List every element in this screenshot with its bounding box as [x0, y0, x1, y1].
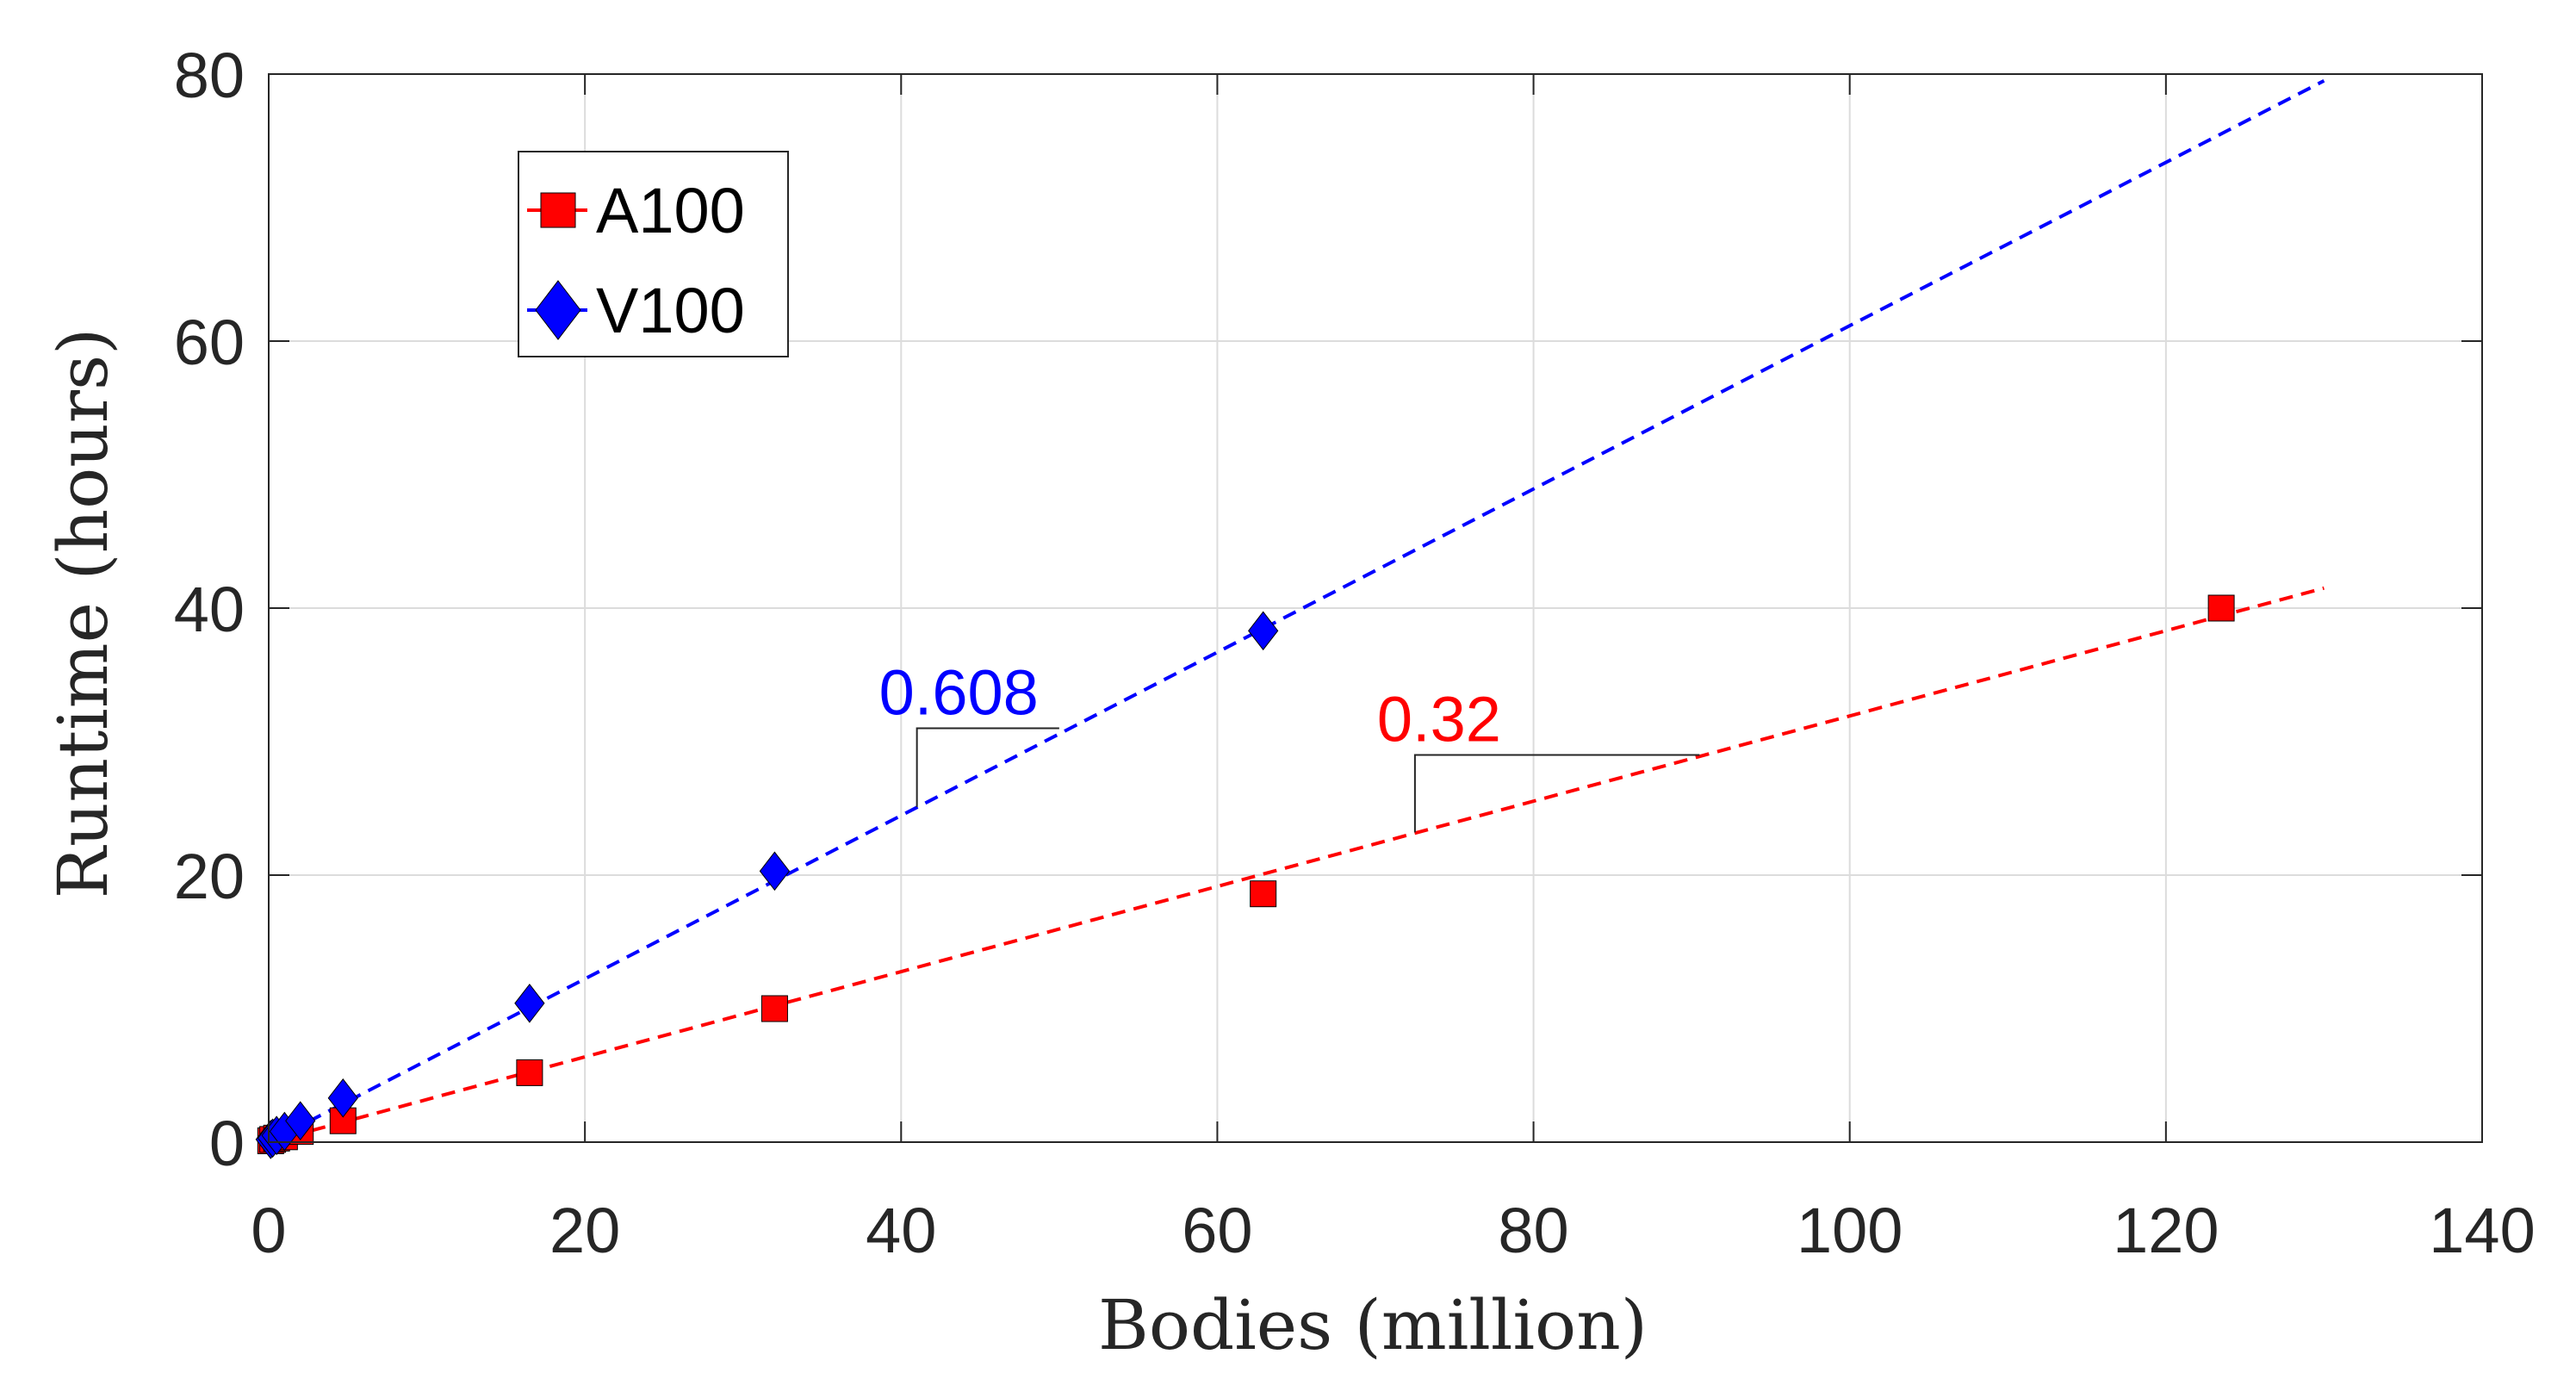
- legend-marker-v100: [535, 280, 581, 340]
- legend-label-a100: A100: [596, 175, 745, 246]
- point-a100: [1250, 880, 1277, 908]
- y-tick-label: 80: [174, 40, 245, 111]
- x-tick-label: 100: [1797, 1195, 1903, 1266]
- legend-label-v100: V100: [596, 275, 745, 346]
- axes-frame: [268, 73, 2483, 1143]
- slope-annotations: 0.32 0.608: [879, 657, 1700, 833]
- slope-triangle-v100: [916, 727, 1059, 807]
- fit-line-a100: [268, 586, 2325, 1144]
- point-a100: [516, 1059, 543, 1086]
- y-tick-label: 0: [209, 1108, 245, 1179]
- slope-label-a100: 0.32: [1377, 684, 1501, 755]
- y-tick-label: 20: [174, 841, 245, 912]
- point-v100: [759, 851, 791, 891]
- grid: [269, 74, 2482, 1142]
- x-tick-label: 120: [2113, 1195, 2219, 1266]
- x-tick-label: 40: [866, 1195, 936, 1266]
- slope-label-v100: 0.608: [879, 657, 1039, 729]
- point-v100: [285, 1101, 316, 1141]
- x-tick-label: 140: [2429, 1195, 2535, 1266]
- x-tick-label: 80: [1498, 1195, 1568, 1266]
- slope-triangle-a100: [1413, 754, 1700, 833]
- point-a100: [760, 995, 788, 1022]
- point-v100: [1248, 611, 1279, 651]
- x-axis-title: Bodies (million): [1098, 1285, 1648, 1365]
- data-markers: [255, 594, 2235, 1159]
- point-a100: [2207, 594, 2235, 622]
- fit-line-v100: [268, 78, 2325, 1144]
- legend: A100 V100: [518, 151, 789, 357]
- y-axis-title: Runtime (hours): [43, 328, 123, 899]
- fit-lines: [268, 78, 2325, 1144]
- legend-marker-a100: [540, 192, 576, 228]
- point-v100: [327, 1078, 358, 1118]
- y-tick-label: 40: [174, 574, 245, 645]
- point-v100: [514, 983, 545, 1023]
- x-tick-label: 60: [1182, 1195, 1252, 1266]
- y-tick-label: 60: [174, 307, 245, 378]
- x-tick-label: 0: [251, 1195, 286, 1266]
- x-tick-label: 20: [549, 1195, 620, 1266]
- tick-labels: 0 20 40 60 80 100 120 140 0 20 40 60 80: [174, 40, 2536, 1266]
